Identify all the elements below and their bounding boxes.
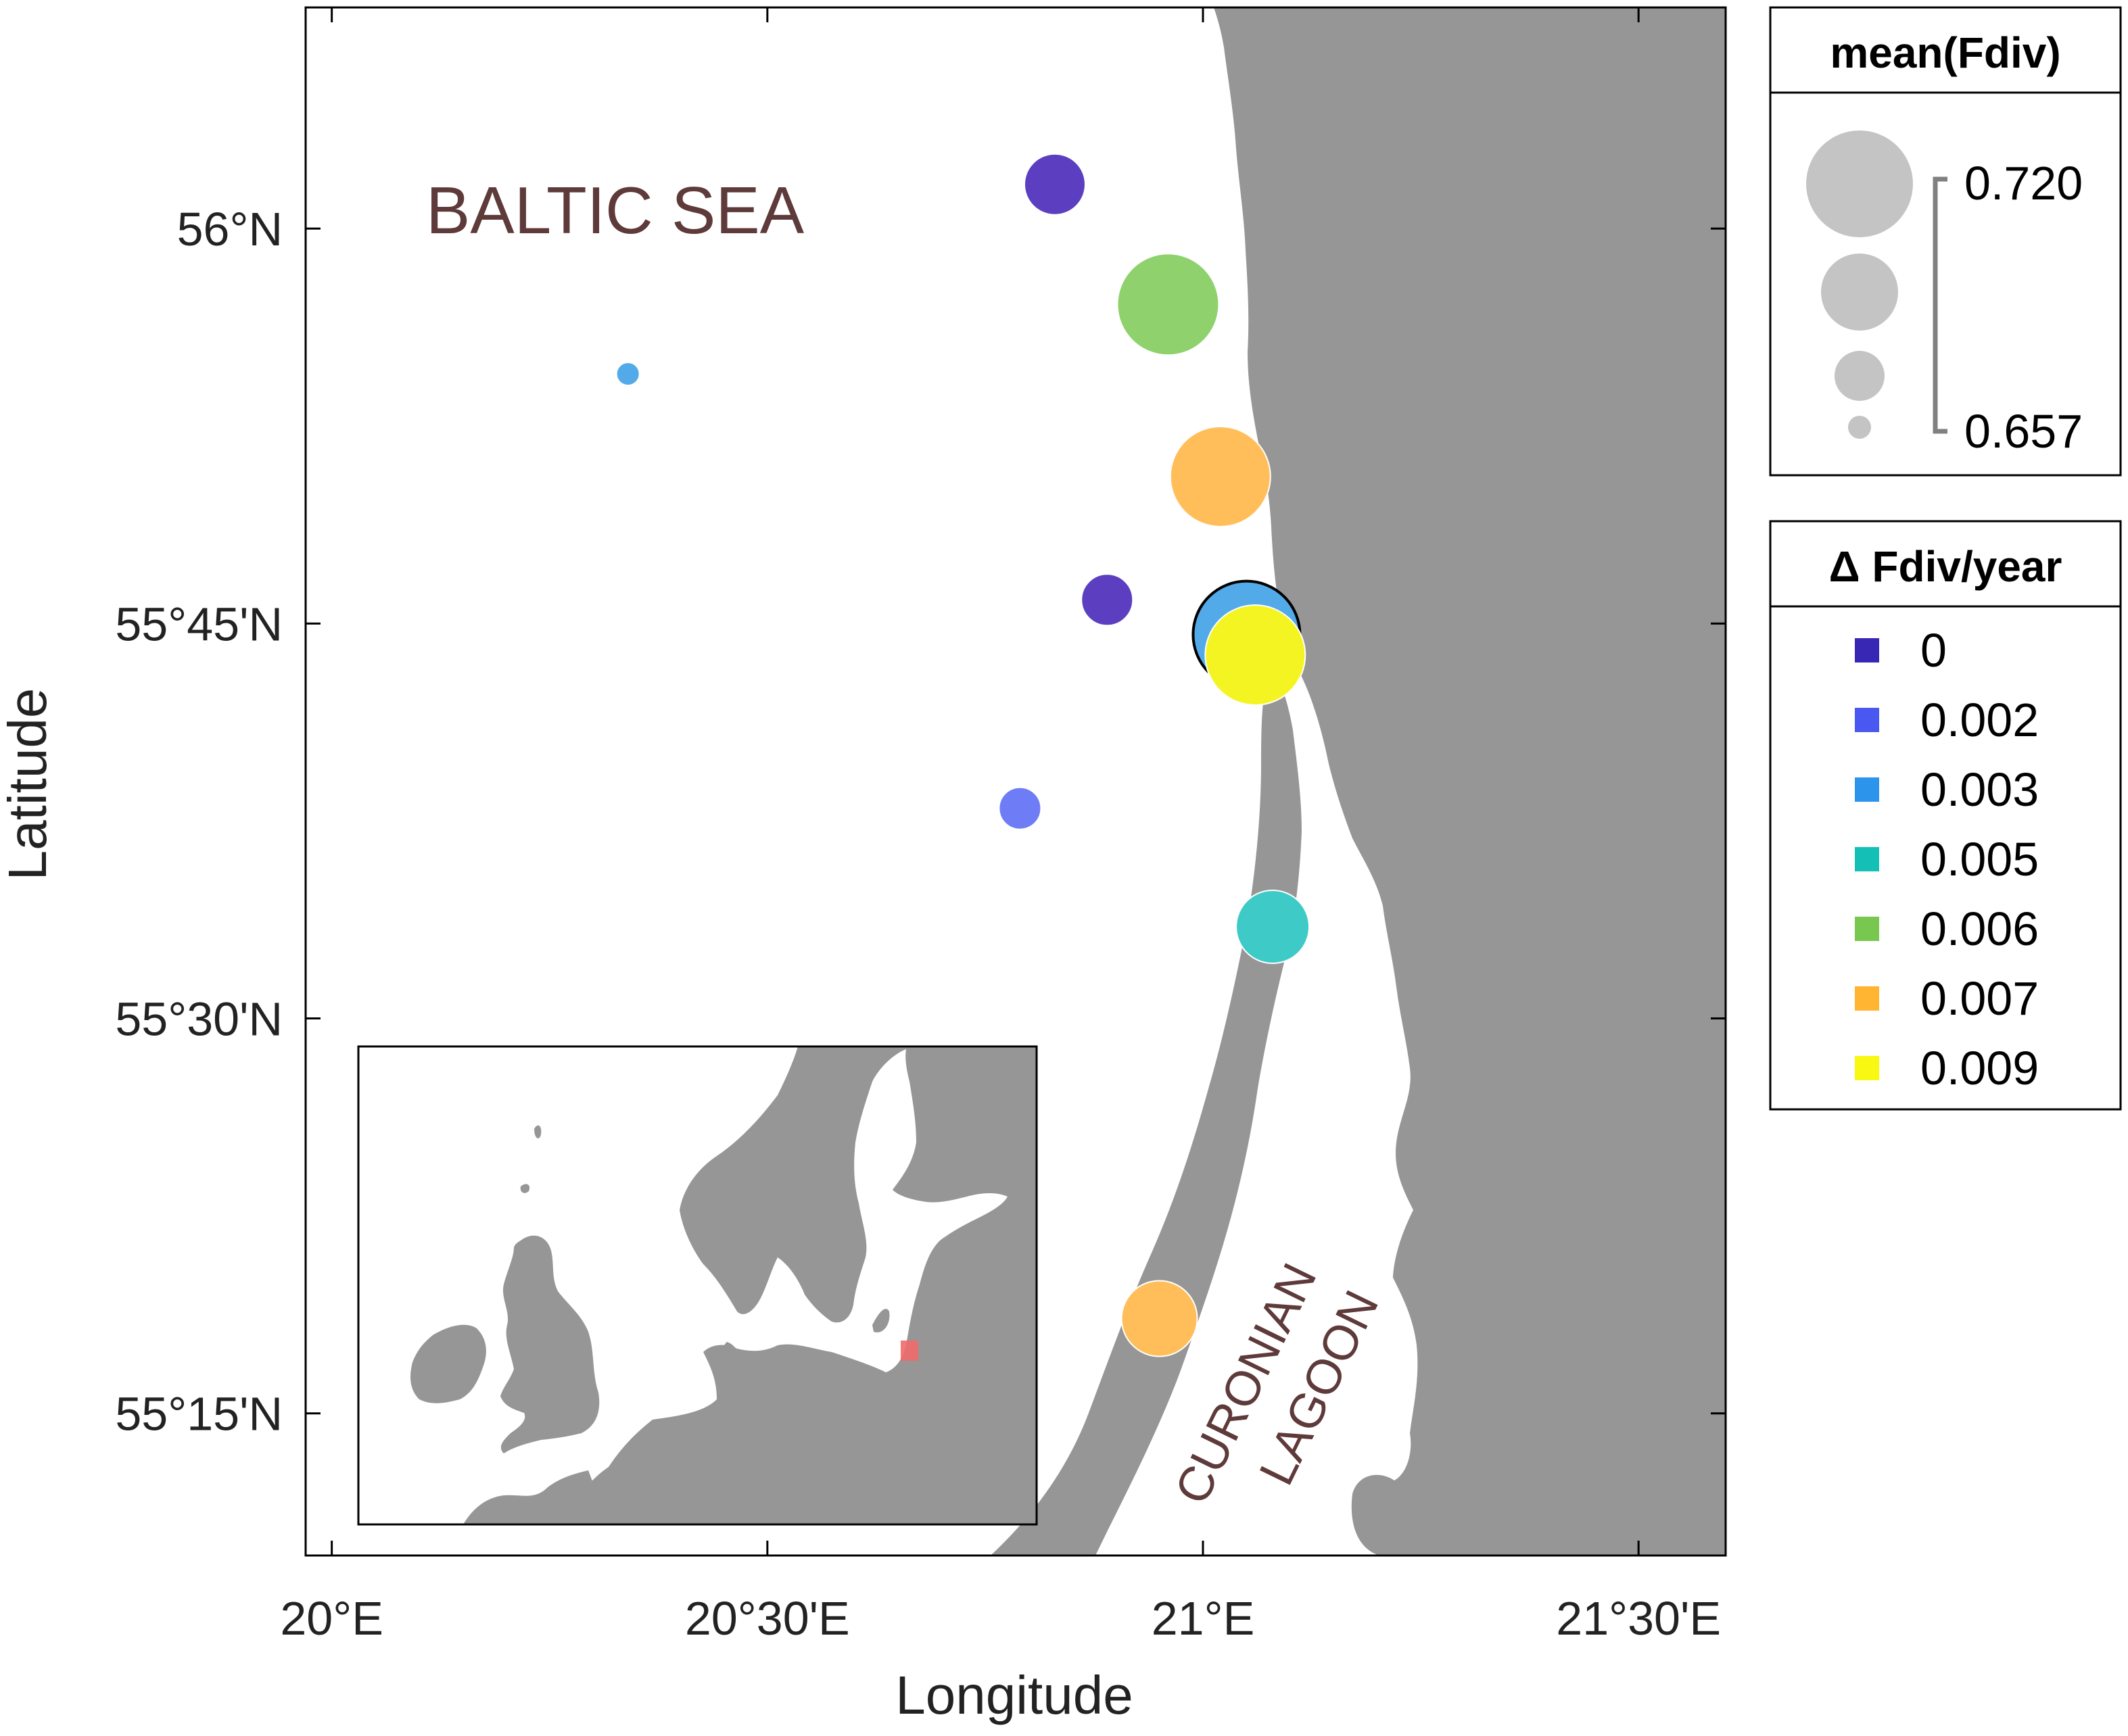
data-point <box>1169 426 1271 528</box>
color-legend-swatch <box>1855 638 1879 662</box>
color-legend-swatch <box>1855 1056 1879 1080</box>
size-legend-min-label: 0.657 <box>1964 405 2083 458</box>
size-legend-title: mean(Fdiv) <box>1830 28 2060 77</box>
x-tick-label: 21°E <box>1152 1592 1255 1645</box>
color-legend-label: 0.009 <box>1920 1042 2039 1094</box>
curonian-spit-shape <box>991 662 1302 1556</box>
data-point <box>615 362 640 387</box>
size-legend-circle-4 <box>1848 416 1871 439</box>
size-legend-max-label: 0.720 <box>1964 157 2083 210</box>
inset-orkney <box>520 1184 530 1193</box>
data-point <box>1023 153 1086 216</box>
y-axis: 56°N 55°45'N 55°30'N 55°15'N <box>115 203 1726 1441</box>
y-tick-label: 56°N <box>177 203 283 256</box>
size-legend-circle-3 <box>1835 351 1885 401</box>
sampling-points <box>615 153 1310 1357</box>
color-legend-label: 0.006 <box>1920 902 2039 955</box>
size-legend-bracket <box>1933 176 1947 434</box>
x-tick-label: 20°E <box>280 1592 383 1645</box>
inset-frame <box>357 1045 1038 1526</box>
inset-great-britain <box>500 1235 600 1453</box>
data-point <box>1081 573 1134 627</box>
color-legend-swatch <box>1855 917 1879 941</box>
color-legend-swatch <box>1855 777 1879 802</box>
color-legend-label: 0.005 <box>1920 833 2039 886</box>
x-tick-label: 21°30'E <box>1556 1592 1721 1645</box>
color-legend-label: 0.003 <box>1920 763 2039 816</box>
map-frame <box>304 6 1727 1557</box>
inset-map <box>357 1045 1038 1526</box>
data-point <box>1116 253 1220 356</box>
color-legend-swatch <box>1855 708 1879 732</box>
inset-europe-land <box>561 1046 1037 1524</box>
mainland-shape <box>1214 7 1726 1556</box>
x-axis: 20°E 20°30'E 21°E 21°30'E <box>280 7 1721 1645</box>
y-tick-label: 55°30'N <box>115 993 283 1046</box>
data-point <box>998 786 1042 830</box>
inset-shetland <box>534 1125 542 1138</box>
color-legend-label: 0.002 <box>1920 694 2039 746</box>
color-legend-label: 0.007 <box>1920 972 2039 1025</box>
data-point <box>1204 604 1306 706</box>
color-legend: Δ Fdiv/year 0 0.002 0.003 0.005 0.006 0.007 0.… <box>1769 520 2122 1111</box>
inset-study-area-marker <box>901 1341 918 1361</box>
x-axis-label: Longitude <box>895 1665 1133 1725</box>
y-tick-label: 55°45'N <box>115 598 283 650</box>
y-tick-label: 55°15'N <box>115 1388 283 1441</box>
color-legend-swatch <box>1855 986 1879 1011</box>
x-tick-label: 20°30'E <box>685 1592 850 1645</box>
color-legend-title: Δ Fdiv/year <box>1829 542 2062 591</box>
size-legend-circle-1 <box>1806 130 1913 237</box>
inset-denmark <box>719 1342 744 1393</box>
inset-continent-west <box>463 1470 609 1524</box>
color-legend-label: 0 <box>1920 624 1947 677</box>
sea-label: BALTIC SEA <box>426 173 805 247</box>
color-legend-swatch <box>1855 847 1879 871</box>
size-legend: mean(Fdiv) 0.720 0.657 <box>1769 6 2122 477</box>
inset-ireland <box>410 1324 486 1403</box>
y-axis-label: Latitude <box>0 688 57 881</box>
data-point <box>1235 889 1310 964</box>
inset-gotland <box>872 1309 890 1332</box>
size-legend-circle-2 <box>1821 254 1898 331</box>
data-point <box>1120 1280 1198 1357</box>
